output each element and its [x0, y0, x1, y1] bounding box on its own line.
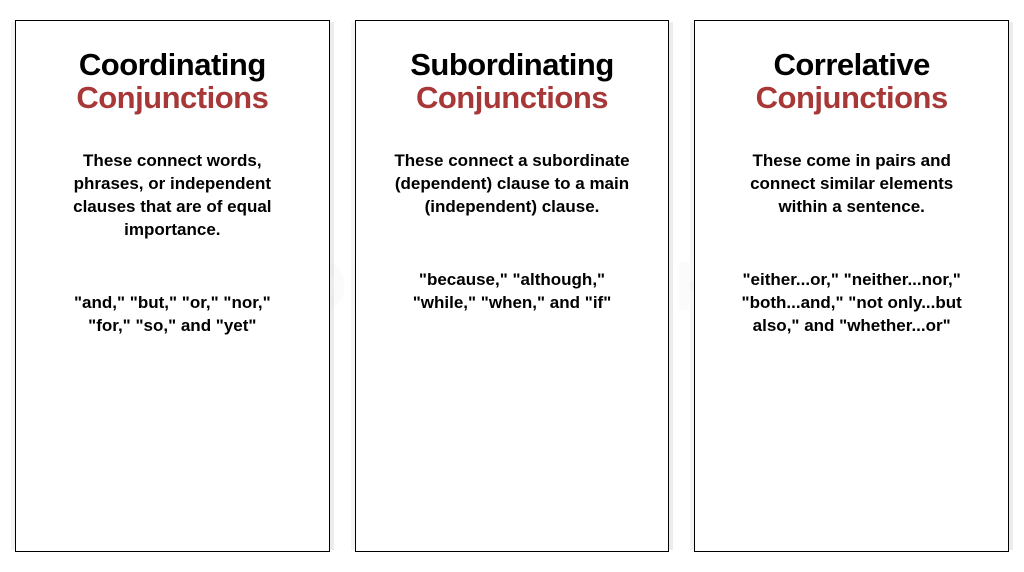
- card-title-line2: Conjunctions: [416, 82, 608, 115]
- cards-container: Coordinating Conjunctions These connect …: [0, 0, 1024, 572]
- card-examples: "and," "but," "or," "nor," "for," "so," …: [57, 292, 287, 338]
- card-title-line1: Subordinating: [410, 49, 614, 82]
- card-title-line2: Conjunctions: [76, 82, 268, 115]
- card-title-line1: Coordinating: [79, 49, 266, 82]
- card-description: These come in pairs and connect similar …: [732, 150, 972, 219]
- card-examples: "because," "although," "while," "when," …: [397, 269, 627, 315]
- card-coordinating: Coordinating Conjunctions These connect …: [15, 20, 330, 552]
- card-subordinating: Subordinating Conjunctions These connect…: [355, 20, 670, 552]
- card-correlative: Correlative Conjunctions These come in p…: [694, 20, 1009, 552]
- card-description: These connect words, phrases, or indepen…: [52, 150, 292, 242]
- card-description: These connect a subordinate (dependent) …: [392, 150, 632, 219]
- card-title-line1: Correlative: [773, 49, 929, 82]
- card-examples: "either...or," "neither...nor," "both...…: [737, 269, 967, 338]
- card-title-line2: Conjunctions: [756, 82, 948, 115]
